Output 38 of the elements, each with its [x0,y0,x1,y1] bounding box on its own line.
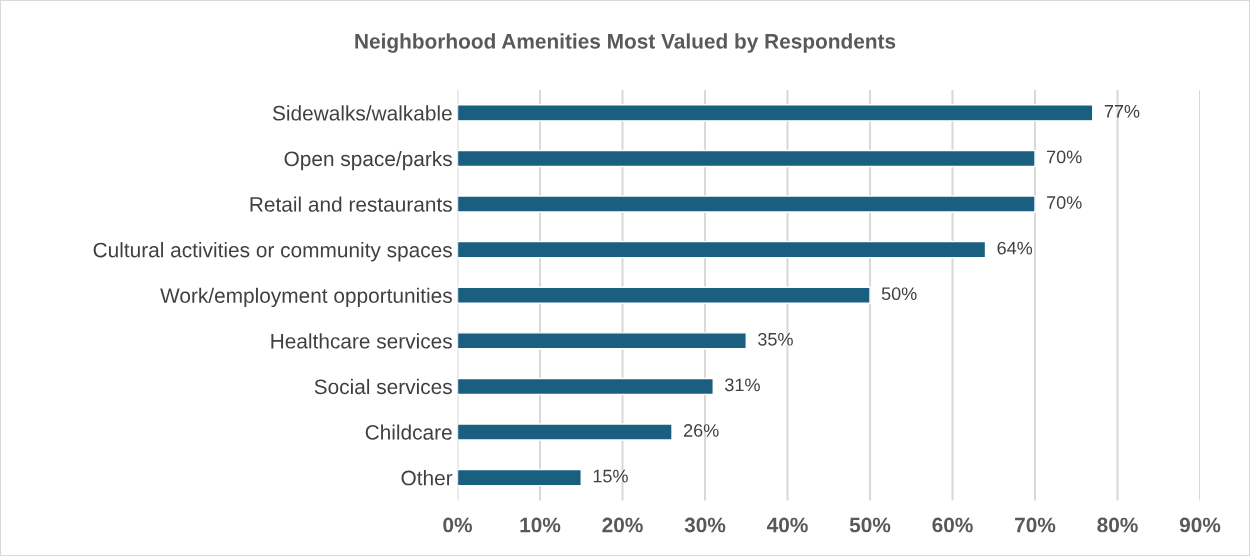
x-tick-label: 0% [443,517,473,533]
bar [457,104,1094,122]
bar [457,149,1036,168]
data-label: 31% [725,378,760,392]
bar [457,423,673,441]
x-tick-label: 70% [1015,517,1056,533]
data-label: 15% [593,469,628,483]
data-label: 64% [997,241,1033,255]
y-tick-label: Retail and restaurants [250,196,452,212]
data-label: 70% [1047,196,1082,209]
bar [457,240,987,259]
bar [457,377,714,396]
bar [457,468,582,487]
x-tick-label: 30% [684,517,726,533]
data-label: 35% [758,332,793,346]
y-tick-label: Work/employment opportunities [160,287,452,308]
data-label: 26% [684,424,719,437]
chart-title: Neighborhood Amenities Most Valued by Respondents [355,33,896,53]
x-tick-label: 60% [932,517,973,533]
y-tick-label: Social services [314,378,452,395]
x-tick-label: 80% [1097,517,1138,533]
x-tick-label: 90% [1179,517,1221,533]
y-tick-label: Sidewalks/walkable [272,105,452,121]
data-label: 50% [881,287,917,301]
x-tick-label: 50% [849,517,891,533]
x-tick-label: 10% [520,517,561,533]
x-tick-label: 20% [602,517,643,533]
x-tick-label: 40% [766,517,808,533]
y-tick-label: Childcare [365,424,452,440]
y-tick-label: Healthcare services [271,333,452,349]
y-tick-label: Open space/parks [284,150,452,171]
bar [457,195,1036,213]
data-label: 77% [1104,105,1140,118]
y-tick-label: Cultural activities or community spaces [93,242,452,262]
bar [457,332,747,350]
y-tick-label: Other [401,470,453,486]
bar [457,286,871,304]
data-label: 70% [1047,150,1082,164]
